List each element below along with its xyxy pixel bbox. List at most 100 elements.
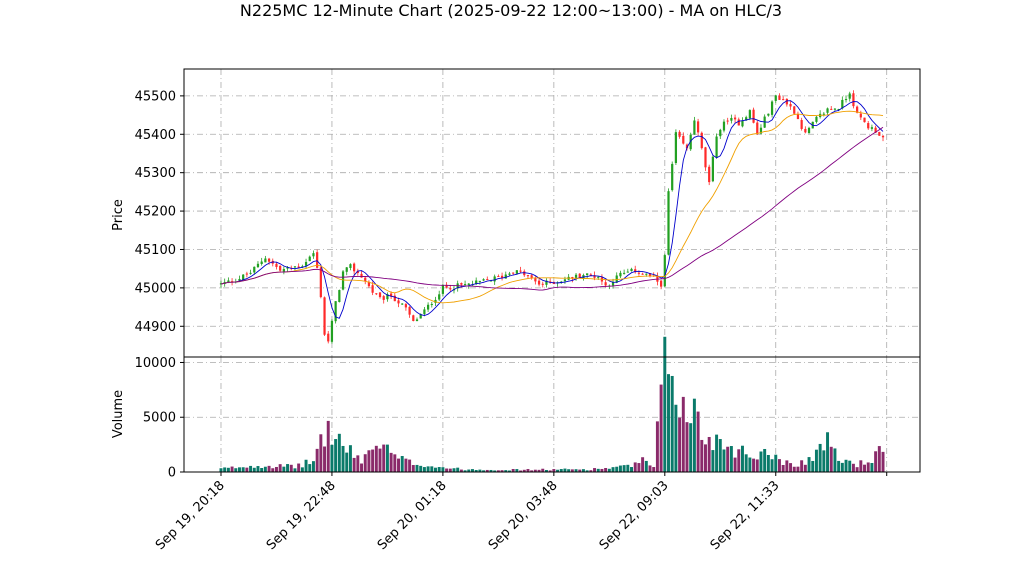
volume-bar <box>826 432 830 472</box>
candle-body <box>748 110 751 119</box>
candle-body <box>526 275 530 277</box>
volume-bar <box>345 452 349 472</box>
candle-body <box>408 306 411 315</box>
candle-body <box>693 120 696 135</box>
volume-bar <box>633 462 637 472</box>
volume-bar <box>341 445 345 472</box>
volume-bar <box>252 467 256 472</box>
candle-body <box>279 265 282 271</box>
volume-bar <box>389 452 393 472</box>
candle-body <box>667 191 670 255</box>
candle-body <box>353 263 356 272</box>
volume-bar <box>474 469 478 472</box>
volume-bar <box>482 470 486 472</box>
volume-bar <box>556 469 560 472</box>
volume-bar <box>585 470 589 472</box>
candle-body <box>478 280 481 282</box>
volume-bar <box>223 467 227 472</box>
volume-bar <box>600 468 604 472</box>
candle-body <box>537 280 541 285</box>
candle-body <box>830 108 833 110</box>
candle-body <box>378 292 382 298</box>
candle-body <box>663 255 666 287</box>
volume-bar <box>726 446 730 472</box>
candle-body <box>793 106 796 114</box>
candle-body <box>867 123 870 129</box>
candle-body <box>634 269 637 273</box>
volume-bar <box>308 464 312 472</box>
candle-body <box>645 273 648 275</box>
candle-body <box>275 263 278 267</box>
candle-body <box>256 263 260 268</box>
candle-body <box>807 127 811 134</box>
volume-bar <box>789 463 793 472</box>
volume-bar <box>489 469 493 472</box>
candle-body <box>382 296 385 300</box>
candle-body <box>563 279 567 282</box>
volume-bar <box>593 468 597 472</box>
volume-bar <box>604 468 608 472</box>
candle-body <box>833 108 837 110</box>
volume-bar <box>618 465 622 472</box>
price-y-ticks: 44900 45000 45100 45200 45300 45400 45500 <box>135 89 184 335</box>
candle-body <box>863 117 866 123</box>
volume-bar <box>422 467 426 472</box>
volume-bar <box>648 465 652 472</box>
candle-body <box>659 280 663 287</box>
volume-bar <box>707 436 711 472</box>
candle-body <box>730 117 733 121</box>
candle-body <box>312 253 315 257</box>
volume-bar <box>644 460 648 472</box>
volume-bar <box>785 460 789 472</box>
volume-bar <box>319 434 323 472</box>
volume-bar <box>866 462 870 472</box>
volume-bar <box>397 458 400 472</box>
volume-bar <box>567 469 571 472</box>
candle-body <box>759 127 763 134</box>
volume-bar <box>430 466 434 472</box>
candle-body <box>689 134 692 150</box>
volume-bar <box>337 433 341 472</box>
volume-panel: 0 5000 10000 Volume <box>111 336 921 481</box>
volume-bar <box>404 458 408 472</box>
x-tick-label: Sep 22, 11:33 <box>708 478 783 553</box>
price-axis-label: Price <box>111 199 126 231</box>
candle-body <box>500 275 504 278</box>
volume-bar <box>630 467 633 472</box>
volume-bar <box>256 466 260 472</box>
volume-bar <box>652 467 656 472</box>
volume-bar <box>792 466 796 472</box>
price-panel-frame <box>183 68 921 358</box>
volume-bar <box>459 469 463 472</box>
volume-bar <box>385 444 389 472</box>
candle-body <box>434 299 437 303</box>
candle-body <box>648 273 652 277</box>
candle-body <box>804 128 807 133</box>
volume-bar <box>330 444 334 472</box>
candle-body <box>615 275 618 283</box>
volume-bar <box>559 469 563 472</box>
candle-body <box>822 113 825 115</box>
volume-bar <box>419 465 423 472</box>
candle-body <box>671 163 674 191</box>
volume-bar <box>740 445 744 472</box>
candle-body <box>715 136 718 158</box>
volume-bar <box>315 448 319 472</box>
candle-body <box>390 293 393 297</box>
candle-body <box>881 135 885 138</box>
volume-bar <box>718 439 722 472</box>
volume-bar <box>670 375 674 472</box>
volume-bar <box>663 336 667 472</box>
candle-body <box>297 266 300 268</box>
volume-bar <box>289 464 293 472</box>
volume-bar <box>777 459 781 472</box>
volume-bar <box>367 450 371 472</box>
candle-body <box>630 268 633 272</box>
candle-body <box>641 273 644 275</box>
volume-bar <box>689 423 693 472</box>
candle-body <box>848 93 851 99</box>
candle-body <box>700 132 703 149</box>
price-tick-label: 45100 <box>135 243 176 258</box>
volume-bar <box>245 467 249 472</box>
volume-bar <box>348 445 352 472</box>
